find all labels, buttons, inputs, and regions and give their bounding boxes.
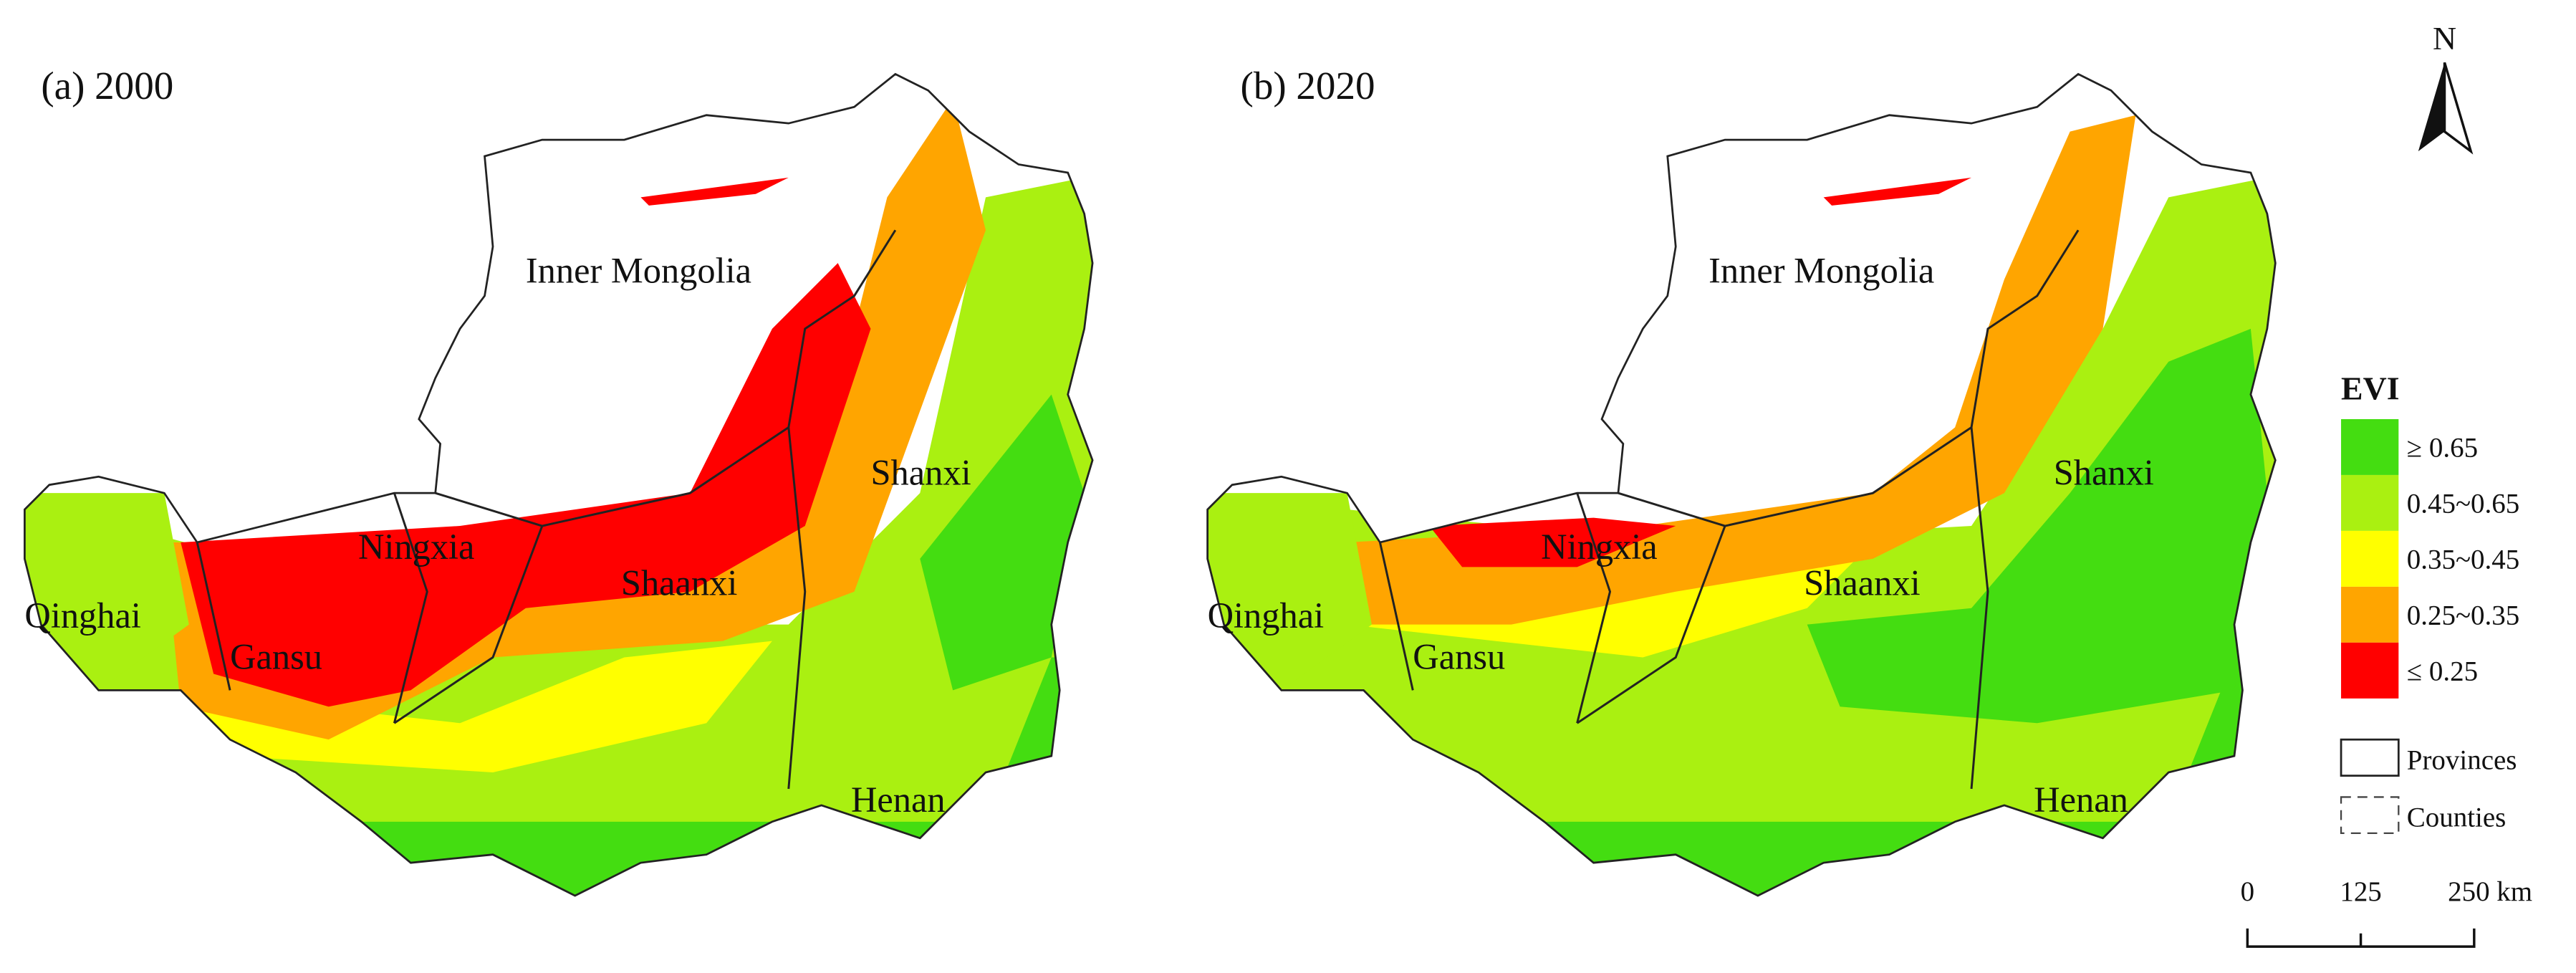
map-panel: (a) 2000 Inner Mongolia Shanxi Ningxia S… <box>24 64 1094 897</box>
legend-label: 0.25~0.35 <box>2407 600 2519 631</box>
legend-label: Counties <box>2407 802 2507 833</box>
region-label: Ningxia <box>1541 527 1658 567</box>
legend-swatch <box>2341 474 2399 531</box>
region-label: Shaanxi <box>1804 562 1920 603</box>
region-label: Shanxi <box>870 453 971 493</box>
region-label: Henan <box>851 780 946 820</box>
outline <box>1206 72 2277 897</box>
evi-zone <box>920 394 1085 691</box>
evi-zone <box>1429 517 1676 567</box>
province-boundary <box>196 229 897 790</box>
legend-label: 0.35~0.45 <box>2407 545 2519 575</box>
region-label: Inner Mongolia <box>526 251 751 291</box>
legend-label: ≥ 0.65 <box>2407 433 2478 464</box>
legend-swatch <box>2341 530 2399 587</box>
arrow-half <box>2443 62 2474 155</box>
evi-zone <box>181 263 871 707</box>
evi-zone <box>640 177 789 206</box>
north-label: N <box>2433 20 2456 57</box>
panel-title: (a) 2000 <box>41 64 173 107</box>
scale-label: 125 <box>2340 876 2381 907</box>
scale-bar: 0 125 250 km <box>2241 876 2532 948</box>
province-swatch <box>2340 738 2400 777</box>
legend-swatch <box>2341 586 2399 643</box>
region-label: Qinghai <box>1208 595 1325 636</box>
north-arrow: N <box>2418 20 2474 155</box>
map-panel: (b) 2020 Inner Mongolia Shanxi Ningxia S… <box>1206 64 2277 897</box>
evi-zone <box>24 493 189 691</box>
legend-label: ≤ 0.25 <box>2407 656 2478 687</box>
arrow-half <box>2418 62 2445 152</box>
scale-label: 0 <box>2241 876 2254 907</box>
region-label: Shaanxi <box>621 562 737 603</box>
panel-title: (b) 2020 <box>1240 64 1375 107</box>
scale-line <box>2246 928 2476 948</box>
region-label: Inner Mongolia <box>1708 251 1934 291</box>
evi-zone <box>1347 115 2136 625</box>
legend-label: 0.45~0.65 <box>2407 489 2519 519</box>
county-swatch <box>2340 796 2400 835</box>
outline <box>24 72 1094 897</box>
region-label: Gansu <box>230 637 322 677</box>
region-label: Ningxia <box>358 527 475 567</box>
region-label: Henan <box>2034 780 2128 820</box>
region-label: Gansu <box>1413 637 1505 677</box>
evi-zone <box>1807 328 2267 724</box>
region-label: Shanxi <box>2054 453 2154 493</box>
evi-zone <box>164 641 772 773</box>
legend-title: EVI <box>2341 370 2400 406</box>
province-boundary <box>1378 229 2080 790</box>
scale-label: 250 km <box>2448 876 2532 907</box>
region-label: Qinghai <box>24 595 141 636</box>
evi-zone <box>1823 177 1972 206</box>
evi-zone <box>1207 493 1372 691</box>
legend-label: Provinces <box>2407 744 2517 775</box>
legend: EVI Provinces Counties ≥ 0.65 0.45~0.65 0.… <box>2340 370 2519 835</box>
legend-swatch <box>2341 642 2399 699</box>
legend-swatch <box>2341 418 2399 475</box>
